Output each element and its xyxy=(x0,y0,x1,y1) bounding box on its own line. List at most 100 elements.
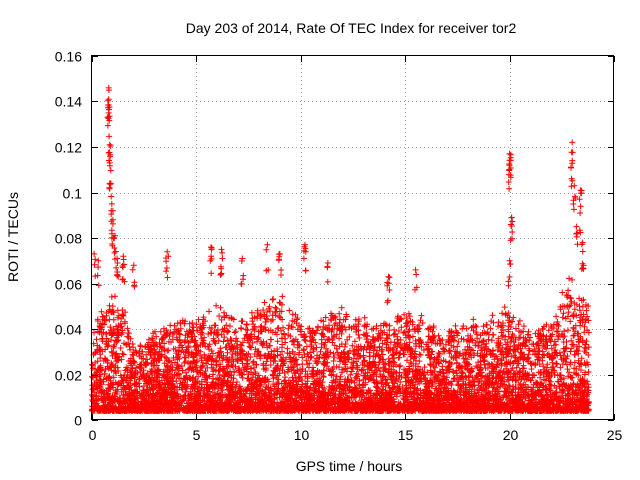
data-point xyxy=(98,308,105,315)
data-point xyxy=(448,354,455,360)
data-point xyxy=(439,363,446,370)
data-point xyxy=(393,348,400,354)
data-point xyxy=(330,332,337,339)
data-point xyxy=(192,385,199,391)
data-point xyxy=(581,344,588,351)
data-point xyxy=(516,335,522,341)
data-point xyxy=(550,363,557,370)
data-point xyxy=(234,344,241,351)
data-point xyxy=(217,304,224,311)
data-point xyxy=(361,373,368,379)
data-point xyxy=(279,367,286,373)
data-point xyxy=(195,373,202,380)
x-axis-label: GPS time / hours xyxy=(296,458,403,474)
data-point xyxy=(454,343,461,350)
data-point xyxy=(93,336,100,343)
data-point xyxy=(491,356,498,363)
data-point xyxy=(238,325,244,331)
data-point xyxy=(144,370,151,377)
data-point xyxy=(563,292,570,299)
data-point xyxy=(243,321,250,328)
data-point xyxy=(412,348,419,355)
data-point xyxy=(368,326,375,333)
data-point xyxy=(307,338,314,345)
data-point xyxy=(225,328,232,335)
data-point xyxy=(215,337,222,344)
data-point xyxy=(227,323,233,330)
data-point xyxy=(328,328,335,335)
data-point xyxy=(268,336,275,343)
data-point xyxy=(549,331,556,338)
data-point xyxy=(581,378,588,385)
data-point xyxy=(179,367,186,374)
data-point xyxy=(210,366,217,373)
data-point xyxy=(432,364,439,371)
data-point xyxy=(326,336,333,343)
data-point xyxy=(155,357,162,364)
data-point xyxy=(396,363,403,370)
data-point xyxy=(233,356,239,363)
data-point xyxy=(336,335,343,342)
data-point xyxy=(410,362,417,369)
data-point xyxy=(577,360,583,367)
data-point xyxy=(183,369,189,376)
data-point xyxy=(390,351,397,358)
data-point xyxy=(260,307,267,313)
data-point xyxy=(386,358,393,365)
data-point xyxy=(474,364,481,371)
data-point xyxy=(98,367,105,374)
data-point xyxy=(381,361,388,368)
data-point xyxy=(265,378,272,385)
data-point xyxy=(474,350,481,357)
data-point xyxy=(407,359,414,366)
data-point xyxy=(345,350,352,357)
data-point xyxy=(490,319,497,326)
data-point xyxy=(452,354,459,361)
data-point xyxy=(188,383,195,390)
data-point xyxy=(351,379,358,386)
data-point xyxy=(453,370,460,377)
data-point xyxy=(458,385,465,392)
data-point xyxy=(330,358,337,364)
data-point xyxy=(239,339,246,346)
data-point xyxy=(557,372,564,379)
data-point xyxy=(198,384,205,391)
data-point xyxy=(553,328,560,335)
data-point xyxy=(190,367,197,374)
data-point xyxy=(344,365,351,372)
data-point xyxy=(311,380,318,387)
data-point xyxy=(143,351,150,358)
data-point xyxy=(482,365,489,372)
data-point xyxy=(465,372,472,379)
data-point xyxy=(492,379,499,385)
data-point xyxy=(206,308,212,315)
data-point xyxy=(275,386,282,393)
data-point xyxy=(536,361,543,368)
data-point xyxy=(356,335,363,341)
data-point xyxy=(101,370,108,377)
data-point xyxy=(377,334,384,341)
data-point xyxy=(583,338,590,345)
data-point xyxy=(221,373,228,380)
data-point xyxy=(226,342,233,349)
data-point xyxy=(330,350,337,357)
data-point xyxy=(244,327,251,334)
data-point xyxy=(217,345,224,352)
data-point xyxy=(428,371,434,378)
y-axis-label: ROTI / TECUs xyxy=(5,192,21,282)
data-point xyxy=(568,298,575,305)
data-point xyxy=(581,323,588,330)
data-point xyxy=(560,381,567,387)
data-point xyxy=(265,327,272,334)
data-point xyxy=(162,381,169,388)
data-point xyxy=(409,382,416,389)
data-point xyxy=(110,343,117,350)
data-point xyxy=(486,390,493,396)
data-point xyxy=(220,338,227,345)
data-point xyxy=(186,320,193,327)
data-point xyxy=(463,325,470,332)
data-point xyxy=(557,352,564,359)
data-point xyxy=(560,375,567,382)
data-point xyxy=(455,330,461,337)
data-point xyxy=(580,296,587,303)
